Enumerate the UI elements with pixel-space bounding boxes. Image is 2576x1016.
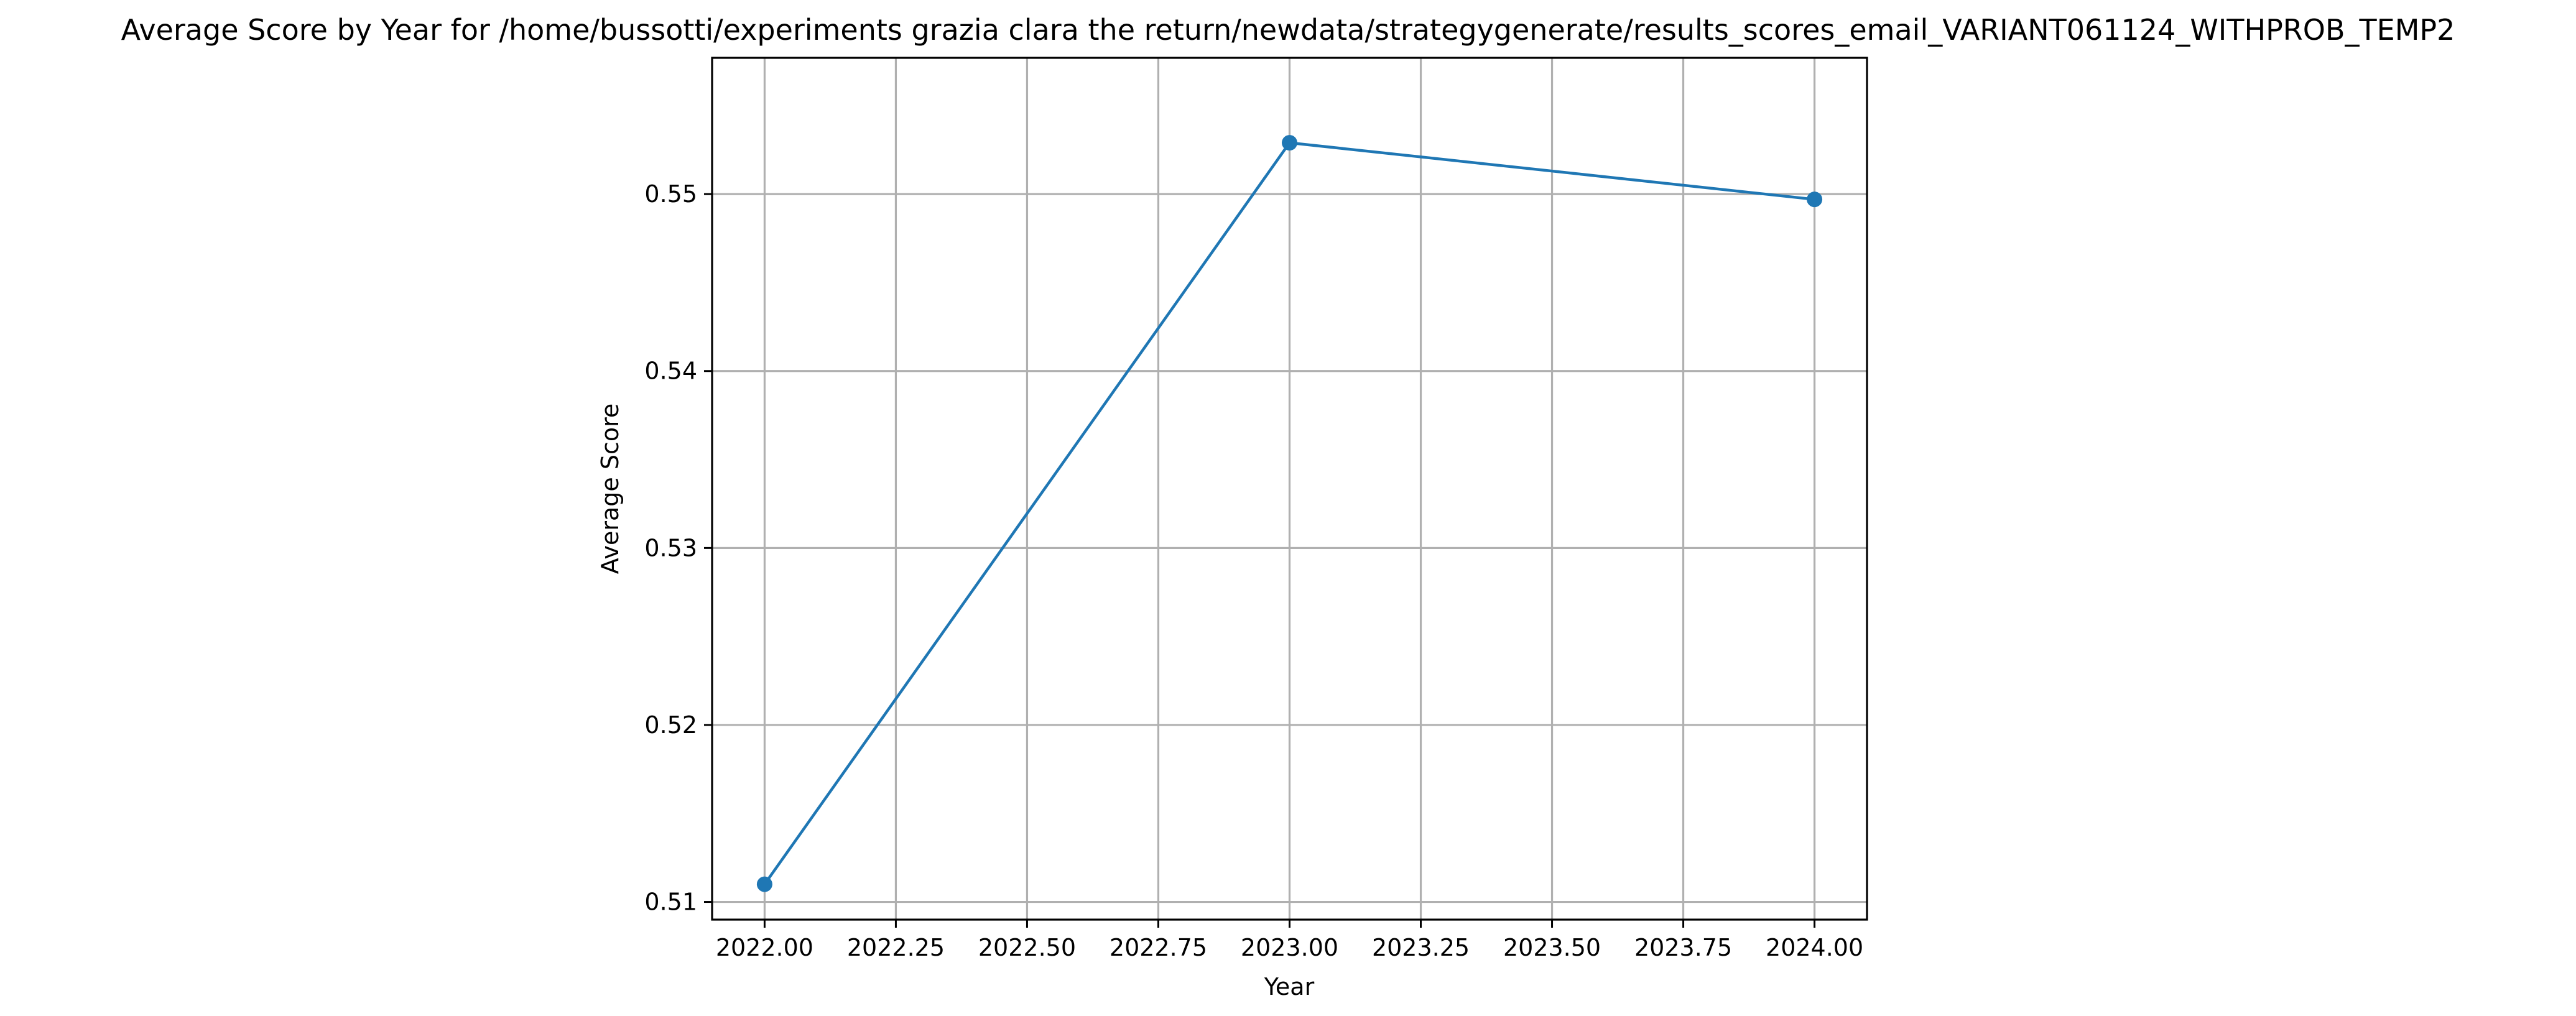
- x-axis: 2022.00 2022.25 2022.50 2022.75 2023.00 2023.…: [716, 920, 1863, 961]
- x-tick-label: 2023.25: [1372, 934, 1470, 961]
- y-tick-label: 0.53: [644, 534, 697, 561]
- y-tick-label: 0.55: [644, 180, 697, 208]
- x-tick-label: 2022.75: [1110, 934, 1207, 961]
- x-tick-label: 2023.75: [1634, 934, 1732, 961]
- data-point: [1282, 135, 1297, 151]
- data-point: [756, 876, 772, 892]
- x-tick-label: 2022.25: [847, 934, 945, 961]
- y-axis: 0.51 0.52 0.53 0.54 0.55: [644, 180, 712, 916]
- data-point: [1807, 192, 1823, 208]
- y-tick-label: 0.54: [644, 358, 697, 385]
- x-tick-label: 2023.50: [1503, 934, 1601, 961]
- x-tick-label: 2024.00: [1766, 934, 1863, 961]
- x-gridlines: [763, 58, 1816, 920]
- y-tick-label: 0.52: [644, 711, 697, 739]
- y-axis-label: Average Score: [596, 404, 624, 575]
- x-tick-label: 2022.50: [978, 934, 1076, 961]
- x-axis-label: Year: [1264, 973, 1315, 1000]
- series-layer: [756, 135, 1823, 892]
- chart-title: Average Score by Year for /home/bussotti…: [121, 13, 2455, 47]
- x-tick-label: 2022.00: [716, 934, 813, 961]
- y-tick-label: 0.51: [644, 889, 697, 916]
- y-gridlines: [712, 193, 1867, 903]
- x-tick-label: 2023.00: [1241, 934, 1338, 961]
